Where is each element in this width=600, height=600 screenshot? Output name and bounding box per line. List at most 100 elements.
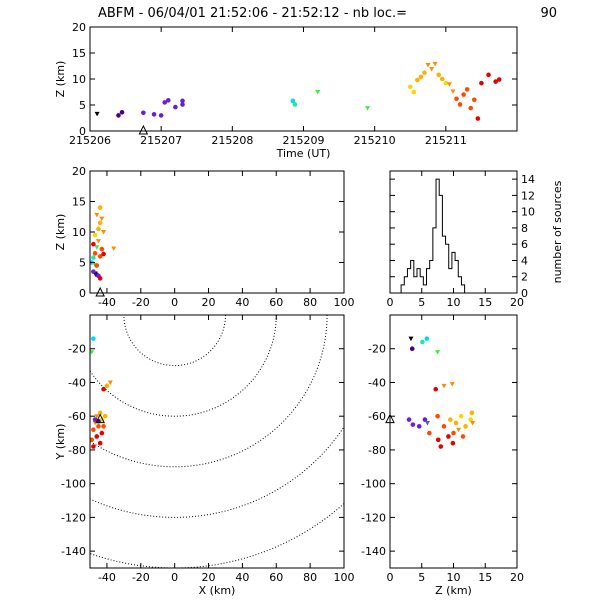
x-tick-label: 60 <box>269 571 283 584</box>
y-tick-label: -120 <box>61 511 86 524</box>
x-tick-label: 0 <box>387 571 394 584</box>
source-point <box>422 417 428 422</box>
y-tick-label: -140 <box>61 545 86 558</box>
source-point <box>449 382 455 387</box>
source-point <box>416 424 422 429</box>
source-point <box>439 76 445 82</box>
x-tick-label: 0 <box>171 571 178 584</box>
source-point <box>415 77 420 83</box>
source-point <box>435 413 440 419</box>
y-axis-label: Z (km) <box>54 214 67 251</box>
source-point <box>99 216 105 222</box>
source-point <box>472 97 477 103</box>
source-point <box>290 98 296 104</box>
source-point <box>441 383 447 389</box>
y-tick-label: 0 <box>521 287 528 300</box>
x-tick-label: 0 <box>171 296 178 309</box>
source-point <box>96 424 101 429</box>
z-vs-x-frame <box>89 170 345 294</box>
x-tick-label: 215210 <box>354 134 396 147</box>
source-point <box>432 61 438 67</box>
source-point <box>464 87 470 92</box>
y-tick-label: -40 <box>68 376 86 389</box>
source-point <box>496 77 502 82</box>
source-point <box>94 245 100 250</box>
x-tick-label: 20 <box>510 296 524 309</box>
y-tick-label: -100 <box>361 478 386 491</box>
y-tick-label: 6 <box>521 238 528 251</box>
source-point <box>173 104 178 110</box>
source-point <box>448 417 453 422</box>
y-tick-label: 5 <box>79 99 86 112</box>
x-tick-label: 100 <box>334 571 355 584</box>
source-point <box>90 437 94 443</box>
y-tick-label: 12 <box>521 189 535 202</box>
source-point <box>424 420 430 426</box>
x-tick-label: 80 <box>303 296 317 309</box>
y-tick-label: -60 <box>68 410 86 423</box>
source-point <box>99 430 105 436</box>
source-point <box>116 113 121 118</box>
source-point <box>107 380 113 385</box>
x-tick-label: 10 <box>447 296 461 309</box>
x-tick-label: -40 <box>98 571 116 584</box>
histogram-outline <box>400 178 517 293</box>
source-point <box>101 386 106 392</box>
source-point <box>441 424 447 429</box>
y-tick-label: 10 <box>72 226 86 239</box>
source-point <box>162 100 168 105</box>
x-tick-label: 20 <box>202 296 216 309</box>
z-vs-time-panel: 215206 215207 215208 215209 215210 215211 0 5 10… <box>54 21 518 160</box>
source-point <box>141 110 146 116</box>
source-point <box>180 98 185 104</box>
source-point <box>119 109 125 115</box>
range-ring <box>90 315 277 417</box>
source-point <box>438 444 444 449</box>
source-point <box>365 106 371 111</box>
y-tick-label: 0 <box>79 125 86 138</box>
station-marker <box>95 286 105 297</box>
y-axis-label: Z (km) <box>54 61 67 98</box>
source-point <box>411 89 417 95</box>
source-point <box>486 72 491 78</box>
y-tick-label: -60 <box>368 410 386 423</box>
source-point <box>424 336 430 341</box>
source-point <box>97 410 103 416</box>
source-point <box>91 444 96 449</box>
source-point <box>443 80 449 86</box>
y-vs-z-panel: 0 5 10 15 20 -140 -120 -100 -80 -60 -40 -20 Z (km) <box>361 314 524 597</box>
x-tick-label: 15 <box>478 571 492 584</box>
source-point <box>96 226 101 232</box>
station-marker <box>95 413 105 424</box>
source-point <box>407 84 413 90</box>
x-tick-label: 5 <box>418 296 425 309</box>
source-point <box>158 113 164 118</box>
source-point <box>451 430 456 436</box>
x-tick-label: 215207 <box>140 134 182 147</box>
x-tick-label: -20 <box>132 296 150 309</box>
source-point <box>461 92 466 97</box>
x-tick-label: 215206 <box>69 134 111 147</box>
y-tick-label: 14 <box>521 173 535 186</box>
x-tick-label: 60 <box>269 296 283 309</box>
x-axis-label: X (km) <box>199 584 236 597</box>
source-point <box>479 80 484 86</box>
source-point <box>475 116 481 121</box>
x-tick-label: -20 <box>132 571 150 584</box>
source-point <box>97 254 103 259</box>
source-point <box>446 82 452 87</box>
source-point <box>292 102 298 107</box>
source-point <box>97 276 103 281</box>
source-point <box>446 434 451 439</box>
source-point <box>470 420 476 426</box>
histogram-bin <box>449 269 452 293</box>
y-tick-label: 4 <box>521 254 528 267</box>
source-point <box>460 434 466 439</box>
source-point <box>427 430 432 436</box>
source-point <box>92 251 98 256</box>
source-point <box>456 427 462 433</box>
source-point <box>493 79 498 84</box>
source-point <box>91 241 96 247</box>
source-point <box>435 437 441 443</box>
